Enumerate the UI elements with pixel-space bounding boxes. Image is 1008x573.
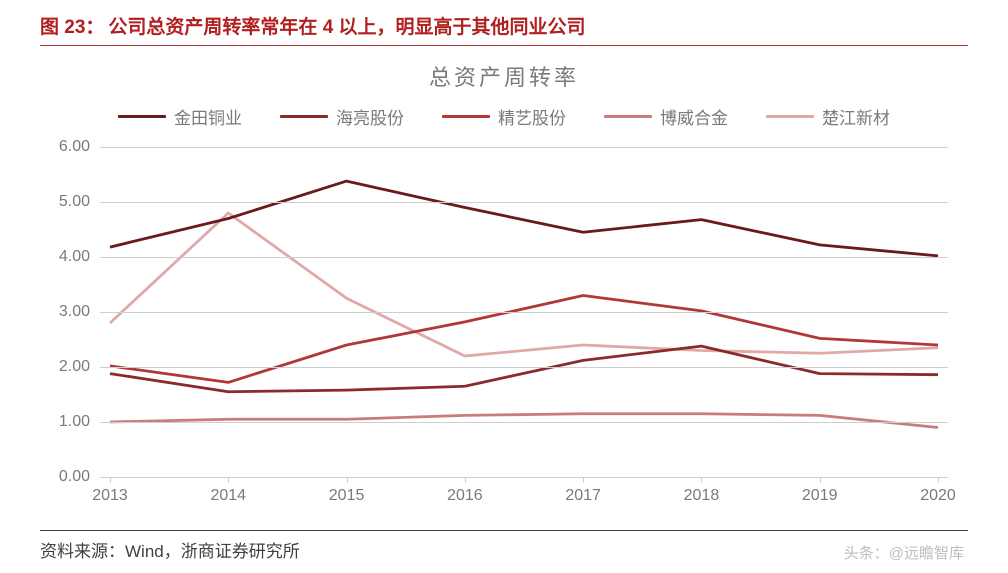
x-tick-label: 2019 bbox=[802, 487, 838, 505]
legend-swatch bbox=[118, 115, 166, 118]
x-tick-label: 2020 bbox=[920, 487, 956, 505]
figure-header: 图 23： 公司总资产周转率常年在 4 以上，明显高于其他同业公司 bbox=[40, 12, 968, 46]
figure-label: 图 23： bbox=[40, 12, 104, 39]
y-tick-label: 3.00 bbox=[50, 303, 90, 321]
grid-line bbox=[100, 257, 948, 258]
legend-item: 海亮股份 bbox=[280, 104, 404, 129]
x-tick-label: 2018 bbox=[684, 487, 720, 505]
grid-line bbox=[100, 367, 948, 368]
x-tick-label: 2016 bbox=[447, 487, 483, 505]
legend-label: 精艺股份 bbox=[498, 104, 566, 129]
grid-line bbox=[100, 312, 948, 313]
x-tick-marker bbox=[701, 477, 702, 483]
legend-swatch bbox=[280, 115, 328, 118]
legend: 金田铜业 海亮股份 精艺股份 博威合金 楚江新材 bbox=[40, 104, 968, 129]
legend-item: 精艺股份 bbox=[442, 104, 566, 129]
source-row: 资料来源：Wind，浙商证券研究所 bbox=[40, 530, 968, 562]
source-text: Wind，浙商证券研究所 bbox=[125, 542, 300, 561]
x-tick-marker bbox=[583, 477, 584, 483]
x-tick-marker bbox=[110, 477, 111, 483]
x-tick-marker bbox=[228, 477, 229, 483]
x-tick-marker bbox=[465, 477, 466, 483]
legend-item: 楚江新材 bbox=[766, 104, 890, 129]
legend-item: 金田铜业 bbox=[118, 104, 242, 129]
grid-line bbox=[100, 422, 948, 423]
series-line bbox=[110, 414, 938, 428]
x-tick-marker bbox=[820, 477, 821, 483]
chart-title: 总资产周转率 bbox=[40, 60, 968, 92]
legend-label: 博威合金 bbox=[660, 104, 728, 129]
grid-line bbox=[100, 477, 948, 478]
x-tick-label: 2017 bbox=[565, 487, 601, 505]
grid-line bbox=[100, 147, 948, 148]
x-tick-label: 2014 bbox=[210, 487, 246, 505]
grid-line bbox=[100, 202, 948, 203]
legend-label: 金田铜业 bbox=[174, 104, 242, 129]
watermark: 头条：@远瞻智库 bbox=[844, 542, 964, 563]
x-tick-label: 2013 bbox=[92, 487, 128, 505]
series-line bbox=[110, 213, 938, 356]
x-tick-marker bbox=[938, 477, 939, 483]
legend-swatch bbox=[604, 115, 652, 118]
source-label: 资料来源： bbox=[40, 542, 125, 561]
y-tick-label: 5.00 bbox=[50, 193, 90, 211]
series-line bbox=[110, 296, 938, 383]
legend-label: 海亮股份 bbox=[336, 104, 404, 129]
x-tick-marker bbox=[347, 477, 348, 483]
y-tick-label: 6.00 bbox=[50, 138, 90, 156]
y-tick-label: 2.00 bbox=[50, 358, 90, 376]
y-tick-label: 0.00 bbox=[50, 468, 90, 486]
legend-swatch bbox=[442, 115, 490, 118]
legend-swatch bbox=[766, 115, 814, 118]
figure-title: 公司总资产周转率常年在 4 以上，明显高于其他同业公司 bbox=[108, 12, 585, 39]
legend-item: 博威合金 bbox=[604, 104, 728, 129]
chart-container: 总资产周转率 金田铜业海亮股份精艺股份博威合金楚江新材 0.001.002.00… bbox=[40, 60, 968, 530]
y-tick-label: 4.00 bbox=[50, 248, 90, 266]
y-tick-label: 1.00 bbox=[50, 413, 90, 431]
plot-area: 0.001.002.003.004.005.006.00201320142015… bbox=[100, 147, 948, 477]
x-tick-label: 2015 bbox=[329, 487, 365, 505]
legend-label: 楚江新材 bbox=[822, 104, 890, 129]
